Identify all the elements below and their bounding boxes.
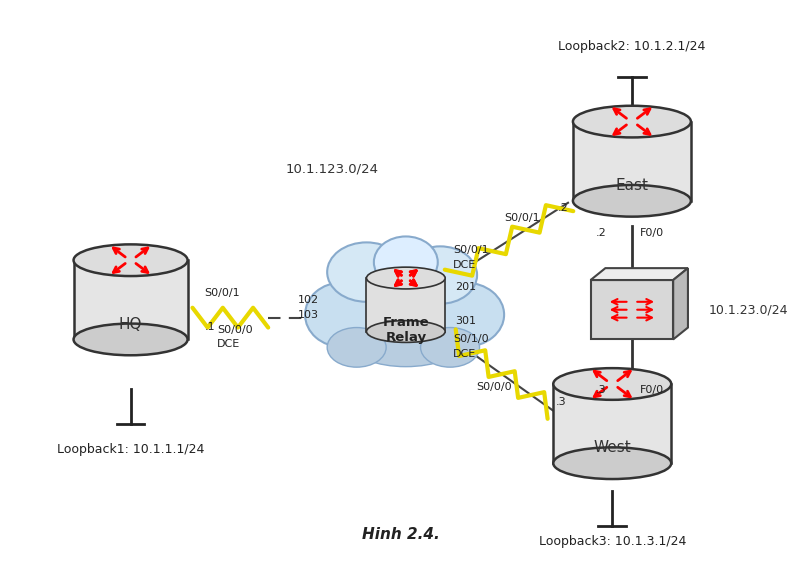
Ellipse shape — [573, 185, 691, 217]
Text: 102: 102 — [298, 295, 319, 305]
Text: 301: 301 — [455, 316, 476, 325]
Ellipse shape — [374, 236, 437, 288]
Text: S0/0/0: S0/0/0 — [476, 382, 512, 392]
Text: DCE: DCE — [453, 260, 476, 270]
Polygon shape — [553, 384, 671, 463]
Text: Hinh 2.4.: Hinh 2.4. — [362, 527, 440, 543]
Polygon shape — [673, 268, 688, 340]
Text: DCE: DCE — [453, 349, 476, 359]
Text: S0/0/1: S0/0/1 — [453, 245, 488, 255]
Ellipse shape — [352, 322, 460, 367]
Ellipse shape — [366, 267, 446, 289]
Text: Loopback3: 10.1.3.1/24: Loopback3: 10.1.3.1/24 — [539, 535, 686, 548]
Text: Loopback2: 10.1.2.1/24: Loopback2: 10.1.2.1/24 — [558, 41, 706, 54]
Text: 201: 201 — [455, 282, 476, 292]
Ellipse shape — [74, 244, 188, 276]
Ellipse shape — [420, 328, 480, 367]
Text: .1: .1 — [204, 321, 215, 332]
Ellipse shape — [327, 243, 406, 302]
Text: .3: .3 — [595, 385, 607, 395]
Ellipse shape — [553, 368, 671, 400]
Text: Loopback1: 10.1.1.1/24: Loopback1: 10.1.1.1/24 — [57, 443, 204, 456]
Ellipse shape — [327, 328, 386, 367]
Text: .2: .2 — [558, 202, 569, 213]
Ellipse shape — [366, 320, 446, 342]
Text: HQ: HQ — [119, 316, 143, 332]
Polygon shape — [366, 278, 446, 332]
Text: S0/0/1: S0/0/1 — [504, 213, 539, 223]
Text: West: West — [594, 440, 631, 455]
Text: 10.1.23.0/24: 10.1.23.0/24 — [709, 303, 788, 316]
Text: .3: .3 — [556, 396, 567, 407]
Polygon shape — [590, 268, 688, 280]
Text: Frame
Relay: Frame Relay — [382, 315, 429, 343]
Ellipse shape — [425, 283, 504, 347]
Ellipse shape — [305, 283, 379, 347]
Text: East: East — [616, 178, 649, 193]
Text: F0/0: F0/0 — [640, 228, 664, 239]
Text: S0/0/0: S0/0/0 — [217, 325, 253, 336]
Text: DCE: DCE — [217, 340, 241, 349]
Text: F0/0: F0/0 — [640, 385, 664, 395]
Ellipse shape — [573, 106, 691, 138]
Polygon shape — [74, 260, 188, 340]
Text: 10.1.123.0/24: 10.1.123.0/24 — [286, 162, 378, 175]
Polygon shape — [573, 122, 691, 201]
Ellipse shape — [347, 263, 465, 347]
Ellipse shape — [74, 324, 188, 355]
Ellipse shape — [403, 246, 477, 304]
Text: S0/0/1: S0/0/1 — [204, 288, 240, 298]
Text: 103: 103 — [298, 310, 318, 320]
Text: .2: .2 — [595, 228, 607, 239]
Polygon shape — [590, 280, 673, 340]
Text: S0/1/0: S0/1/0 — [453, 334, 488, 345]
Ellipse shape — [553, 447, 671, 479]
